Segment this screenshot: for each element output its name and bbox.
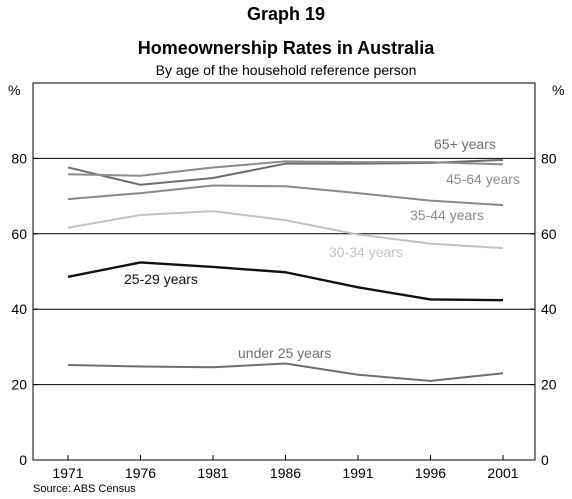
series-label-under-25-years: under 25 years: [238, 345, 331, 361]
x-tick-label-1981: 1981: [197, 465, 228, 481]
series-labels: 65+ years 45-64 years 35-44 years 30-34 yea…: [124, 136, 520, 361]
y-tick-label-right: 0: [541, 452, 549, 468]
series-label-25-29-years: 25-29 years: [124, 271, 198, 287]
series-line-under-25-years: [67, 362, 504, 382]
series-line-45-64-years: [67, 160, 504, 177]
y-tick-label-right: 80: [541, 150, 557, 166]
y-unit-left: %: [8, 82, 20, 98]
x-tick-label-1971: 1971: [52, 465, 83, 481]
x-tick-label-1991: 1991: [342, 465, 373, 481]
y-tick-label-left: 0: [19, 452, 27, 468]
y-tick-label-left: 80: [11, 150, 27, 166]
y-tick-label-right: 40: [541, 301, 557, 317]
series-label-35-44-years: 35-44 years: [410, 207, 484, 223]
axis-ticks: 0 0 20 20 40 40 60 60 80 80% % 1971 1976 1981 1986 1991…: [8, 82, 564, 481]
series-label-65-years: 65+ years: [434, 136, 496, 152]
chart-title: Homeownership Rates in Australia: [137, 38, 435, 58]
y-tick-label-left: 40: [11, 301, 27, 317]
series-label-45-64-years: 45-64 years: [446, 171, 520, 187]
series-label-30-34-years: 30-34 years: [329, 244, 403, 260]
y-tick-label-right: 60: [541, 226, 557, 242]
y-unit-right: %: [552, 82, 564, 98]
x-tick-label-1976: 1976: [125, 465, 156, 481]
chart-subtitle: By age of the household reference person: [155, 62, 417, 78]
series-line-30-34-years: [67, 210, 504, 250]
x-tick-label-2001: 2001: [487, 465, 518, 481]
series-lines: [67, 158, 504, 382]
graph-number: Graph 19: [246, 4, 326, 24]
x-tick-label-1986: 1986: [270, 465, 301, 481]
source-note: Source: ABS Census: [33, 483, 136, 495]
gridlines: [33, 157, 535, 386]
x-tick-label-1996: 1996: [415, 465, 446, 481]
y-tick-label-left: 20: [11, 377, 27, 393]
series-line-35-44-years: [67, 184, 504, 207]
series-line-25-29-years: [67, 261, 504, 302]
y-tick-label-right: 20: [541, 377, 557, 393]
y-tick-label-left: 60: [11, 226, 27, 242]
